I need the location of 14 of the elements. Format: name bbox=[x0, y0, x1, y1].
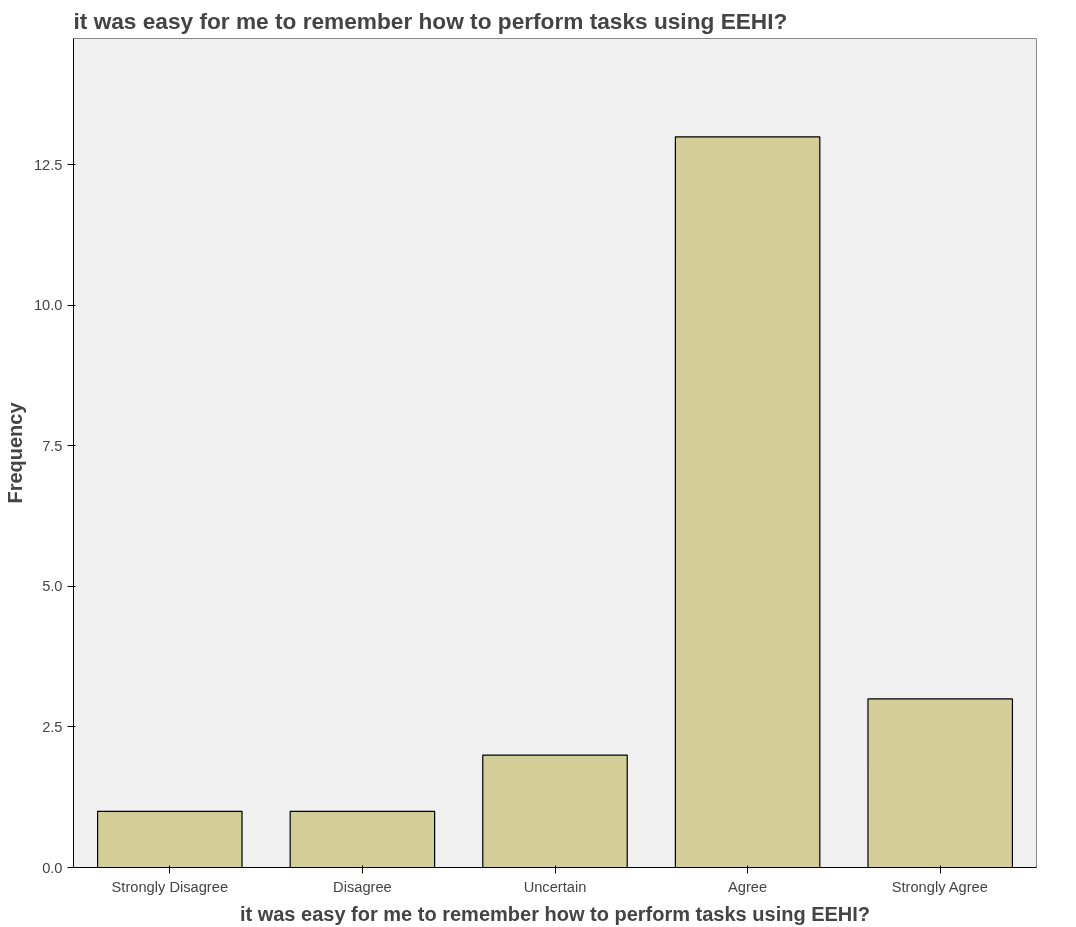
y-axis-title: Frequency bbox=[3, 401, 26, 504]
x-tick-label: Disagree bbox=[333, 878, 392, 895]
y-tick-label: 7.5 bbox=[42, 437, 63, 454]
x-tick-label: Strongly Disagree bbox=[111, 878, 229, 895]
x-axis-title: it was easy for me to remember how to perform tasks using EEHI? bbox=[239, 902, 871, 925]
y-tick-label: 0.0 bbox=[42, 859, 63, 876]
y-tick-label: 5.0 bbox=[42, 578, 63, 595]
x-tick-label: Uncertain bbox=[523, 878, 587, 895]
x-tick-label: Strongly Agree bbox=[891, 878, 988, 895]
y-tick-label: 2.5 bbox=[42, 718, 63, 735]
y-tick-label: 10.0 bbox=[33, 297, 63, 314]
y-tick-label: 12.5 bbox=[33, 156, 63, 173]
x-tick-label: Agree bbox=[728, 878, 768, 895]
chart-title: it was easy for me to remember how to perform tasks using EEHI? bbox=[73, 7, 788, 34]
